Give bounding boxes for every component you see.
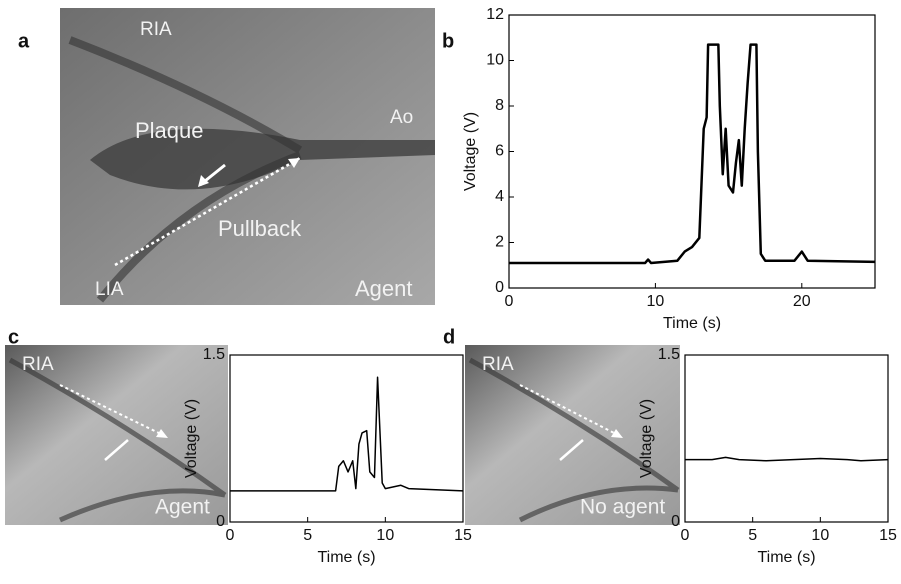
x-tick-label: 0: [505, 293, 514, 310]
y-tick-label: 4: [495, 188, 504, 205]
y-tick-label: 10: [486, 52, 504, 69]
pullback-arrow: [519, 384, 621, 437]
image-label: Pullback: [218, 216, 302, 241]
y-tick-label: 6: [495, 143, 504, 160]
image-label: RIA: [482, 354, 514, 375]
x-tick-label: 10: [811, 527, 829, 544]
x-tick-label: 15: [454, 527, 472, 544]
x-tick-label: 10: [376, 527, 394, 544]
y-axis-title: Voltage (V): [638, 399, 655, 478]
vessel: [468, 357, 680, 523]
arrow-head: [156, 429, 168, 438]
y-tick-label: 0: [671, 513, 680, 530]
arrow-head: [611, 429, 623, 438]
arrow-head: [198, 175, 209, 187]
panel-letter: c: [8, 326, 19, 348]
panel-letter: b: [442, 30, 454, 52]
image-label: No agent: [580, 496, 665, 519]
x-tick-label: 15: [879, 527, 897, 544]
y-axis-title: Voltage (V): [462, 112, 479, 191]
y-axis-title: Voltage (V): [183, 399, 200, 478]
y-tick-label: 0: [216, 513, 225, 530]
plot-frame: [684, 354, 889, 523]
image-label: Plaque: [135, 118, 204, 143]
y-tick-label: 1.5: [203, 346, 225, 363]
x-tick-label: 0: [226, 527, 235, 544]
y-tick-label: 2: [495, 234, 504, 251]
x-tick-label: 0: [681, 527, 690, 544]
plaque-arrow: [104, 439, 129, 461]
data-line: [685, 456, 889, 462]
pullback-arrow: [59, 384, 166, 437]
data-line: [509, 43, 876, 265]
x-tick-label: 10: [647, 293, 665, 310]
plot-frame: [229, 354, 464, 523]
angiogram-image: [5, 345, 228, 525]
vessel: [8, 357, 227, 523]
image-label: Ao: [390, 107, 413, 128]
panel-letter: a: [18, 30, 30, 52]
y-tick-label: 8: [495, 97, 504, 114]
image-label: Agent: [355, 276, 413, 301]
vessel: [90, 128, 435, 190]
y-tick-label: 0: [495, 279, 504, 296]
panel-letter: d: [443, 326, 455, 348]
y-tick-label: 1.5: [658, 346, 680, 363]
arrow-head: [288, 158, 300, 168]
x-axis-title: Time (s): [757, 549, 815, 566]
x-axis-title: Time (s): [663, 315, 721, 332]
image-label: Agent: [155, 496, 210, 519]
x-tick-label: 5: [303, 527, 312, 544]
x-tick-label: 20: [793, 293, 811, 310]
x-axis-title: Time (s): [317, 549, 375, 566]
y-tick-label: 12: [486, 6, 504, 23]
image-label: RIA: [140, 19, 172, 40]
vessel: [68, 36, 303, 303]
image-label: RIA: [22, 354, 54, 375]
data-line: [230, 376, 464, 492]
plaque-arrow: [559, 439, 584, 461]
x-tick-label: 5: [748, 527, 757, 544]
image-label: LIA: [95, 279, 124, 300]
